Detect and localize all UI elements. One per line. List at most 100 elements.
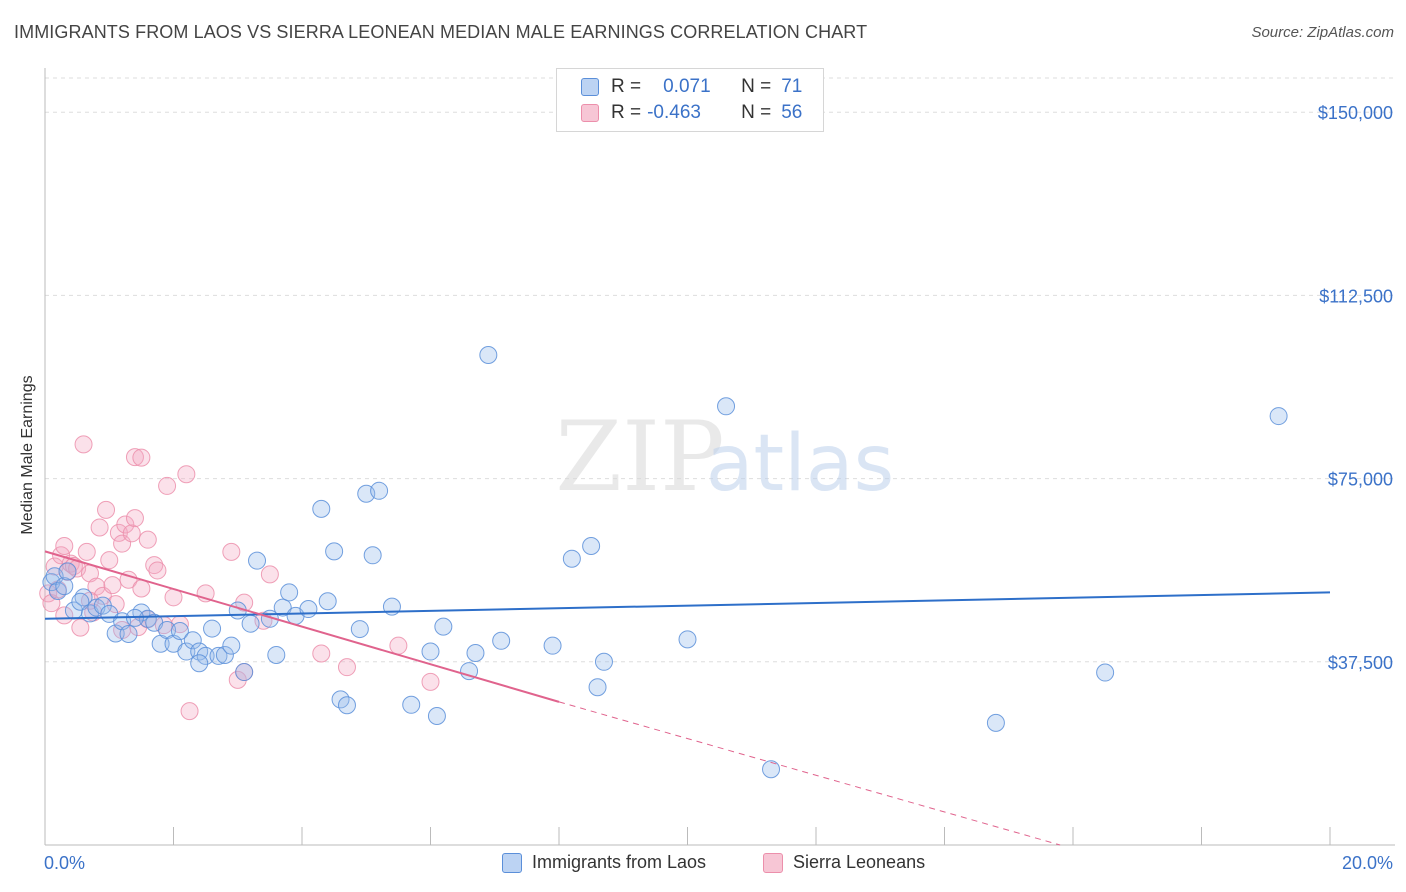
series-legend-sierra: Sierra Leoneans (763, 852, 925, 873)
point-laos (588, 678, 607, 697)
watermark: ZIP atlas (555, 401, 894, 513)
point-laos (370, 481, 389, 500)
series-swatch-pink (763, 852, 783, 873)
point-laos (492, 631, 511, 650)
point-laos (170, 622, 189, 641)
legend-n-value: 56 (781, 102, 803, 123)
point-laos (280, 583, 299, 602)
legend-r-value: -0.463 (647, 102, 701, 123)
point-laos (717, 397, 736, 416)
point-laos (248, 551, 267, 570)
series-swatch-blue (502, 852, 522, 873)
series-label: Sierra Leoneans (793, 852, 926, 872)
watermark-zip: ZIP (555, 401, 724, 513)
x-tick-label-left: 0.0% (44, 853, 85, 873)
point-sierra-leonean (132, 448, 151, 467)
point-laos (203, 619, 222, 638)
point-sierra-leonean (71, 618, 90, 637)
legend-r-label: R = (611, 102, 642, 123)
point-laos (318, 592, 337, 611)
point-sierra-leonean (260, 565, 279, 584)
point-laos (299, 600, 318, 619)
series-legend-laos: Immigrants from Laos (502, 852, 706, 873)
point-laos (543, 636, 562, 655)
point-laos (337, 696, 356, 715)
point-laos (678, 630, 697, 649)
point-sierra-leonean (90, 518, 109, 537)
point-laos (479, 345, 498, 364)
point-sierra-leonean (337, 658, 356, 677)
point-laos (196, 646, 215, 665)
point-laos (762, 760, 781, 779)
legend-r-label: R = (611, 76, 642, 97)
point-sierra-leonean (55, 606, 74, 625)
point-sierra-leonean (116, 515, 135, 534)
point-sierra-leonean (145, 556, 164, 575)
point-laos (466, 644, 485, 663)
point-laos (325, 542, 344, 561)
point-sierra-leonean (122, 524, 141, 543)
series-legend: Immigrants from Laos Sierra Leoneans (0, 852, 1406, 878)
point-sierra-leonean (132, 579, 151, 598)
point-laos (427, 707, 446, 726)
point-laos (1269, 407, 1288, 426)
point-sierra-leonean (77, 542, 96, 561)
trend-line-sierra-leonean-extension (558, 701, 1061, 846)
point-laos (215, 645, 234, 664)
y-tick-label: $75,000 (1328, 470, 1393, 490)
axes (44, 68, 1395, 846)
grid-lines (45, 77, 1395, 663)
point-laos (434, 617, 453, 636)
point-laos (312, 499, 331, 518)
point-sierra-leonean (180, 702, 199, 721)
point-laos (71, 592, 90, 611)
x-tick-label-right: 20.0% (1342, 853, 1393, 873)
point-sierra-leonean (100, 551, 119, 570)
point-laos (582, 537, 601, 556)
point-sierra-leonean (125, 509, 144, 528)
point-laos (273, 598, 292, 617)
point-laos (190, 654, 209, 673)
point-sierra-leonean (55, 537, 74, 556)
trend-line-sierra-leonean (44, 550, 560, 703)
stats-legend: R = 0.071 N = 71 R = -0.463 N = 56 (556, 68, 824, 132)
point-laos (986, 713, 1005, 732)
y-tick-label: $37,500 (1328, 653, 1393, 673)
point-sierra-leonean (222, 542, 241, 561)
point-laos (183, 631, 202, 650)
point-laos (267, 645, 286, 664)
trend-lines (44, 550, 1331, 846)
legend-swatch-pink (581, 104, 599, 122)
point-laos (209, 646, 228, 665)
point-sierra-leonean (312, 644, 331, 663)
point-sierra-leonean (103, 576, 122, 595)
point-laos (421, 642, 440, 661)
legend-row-laos: R = 0.071 N = 71 (581, 75, 802, 99)
point-sierra-leonean (177, 465, 196, 484)
point-laos (222, 636, 241, 655)
point-laos (460, 662, 479, 681)
point-sierra-leonean (421, 672, 440, 691)
point-laos (562, 549, 581, 568)
point-laos (350, 620, 369, 639)
point-laos (241, 614, 260, 633)
point-sierra-leonean (158, 476, 177, 495)
point-laos (1096, 663, 1115, 682)
point-laos (58, 562, 77, 581)
legend-n-value: 71 (781, 76, 803, 97)
point-sierra-leonean (74, 435, 93, 454)
point-laos (402, 695, 421, 714)
point-sierra-leonean (148, 561, 167, 580)
chart-title: IMMIGRANTS FROM LAOS VS SIERRA LEONEAN M… (14, 22, 868, 42)
point-sierra-leonean (106, 595, 125, 614)
point-sierra-leonean (389, 636, 408, 655)
point-laos (119, 624, 138, 643)
legend-swatch-blue (581, 78, 599, 96)
legend-row-sierra: R = -0.463 N = 56 (581, 101, 802, 125)
point-sierra-leonean (97, 500, 116, 519)
point-laos (363, 546, 382, 565)
watermark-atlas: atlas (706, 419, 895, 509)
legend-n-label: N = (741, 102, 772, 123)
y-tick-label: $112,500 (1319, 286, 1393, 306)
